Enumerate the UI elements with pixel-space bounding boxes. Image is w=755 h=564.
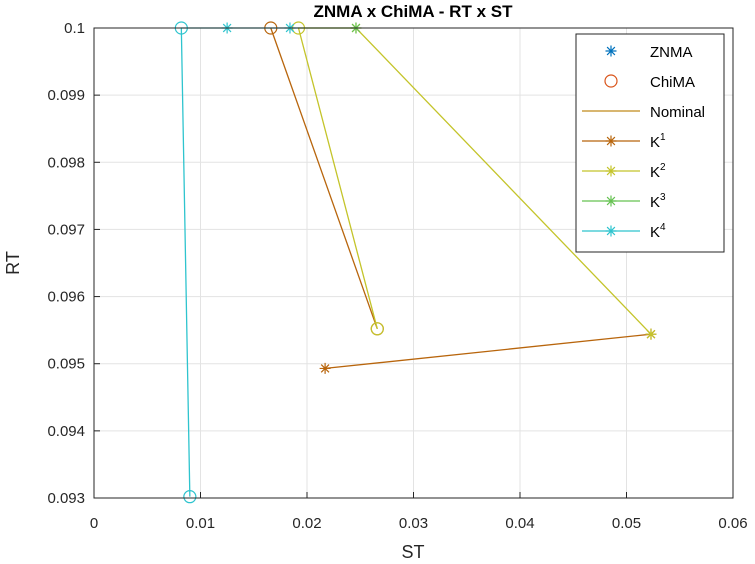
legend-marker-chima: [604, 74, 618, 88]
x-axis-label: ST: [401, 542, 424, 562]
y-tick-label: 0.094: [47, 423, 85, 440]
y-tick-label: 0.097: [47, 221, 85, 238]
legend-label-chima: ChiMA: [650, 74, 695, 91]
series-line-k1: [325, 333, 652, 370]
x-tick-label: 0.06: [718, 515, 747, 532]
y-axis-label: RT: [3, 251, 23, 275]
legend-marker-k1: [605, 135, 617, 147]
x-tick-label: 0: [90, 515, 98, 532]
y-tick-label: 0.099: [47, 87, 85, 104]
legend-label-znma: ZNMA: [650, 44, 693, 61]
y-tick-label: 0.093: [47, 490, 85, 507]
legend-marker-k3: [605, 195, 617, 207]
x-tick-label: 0.04: [505, 515, 534, 532]
x-tick-label: 0.03: [399, 515, 428, 532]
data-point-k2: [645, 328, 657, 340]
y-tick-label: 0.095: [47, 356, 85, 373]
series-line-k1: [270, 27, 378, 330]
legend-label-nominal: Nominal: [650, 104, 705, 121]
data-point-k4: [183, 490, 197, 504]
y-tick-label: 0.098: [47, 154, 85, 171]
ticks: 0 0.01 0.02 0.03 0.04 0.05 0.06 0.093 0.094 0.095…: [47, 20, 747, 532]
legend-box: [575, 33, 725, 253]
x-tick-label: 0.05: [612, 515, 641, 532]
y-tick-label: 0.1: [64, 20, 85, 37]
chart-title: ZNMA x ChiMA - RT x ST: [314, 2, 514, 21]
legend-marker-znma: [605, 45, 617, 57]
data-point-k2: [370, 322, 384, 336]
legend-marker-k2: [605, 165, 617, 177]
y-tick-label: 0.096: [47, 289, 85, 306]
data-point-k1: [319, 362, 331, 374]
x-tick-label: 0.02: [292, 515, 321, 532]
legend-marker-k4: [605, 225, 617, 237]
x-tick-label: 0.01: [186, 515, 215, 532]
